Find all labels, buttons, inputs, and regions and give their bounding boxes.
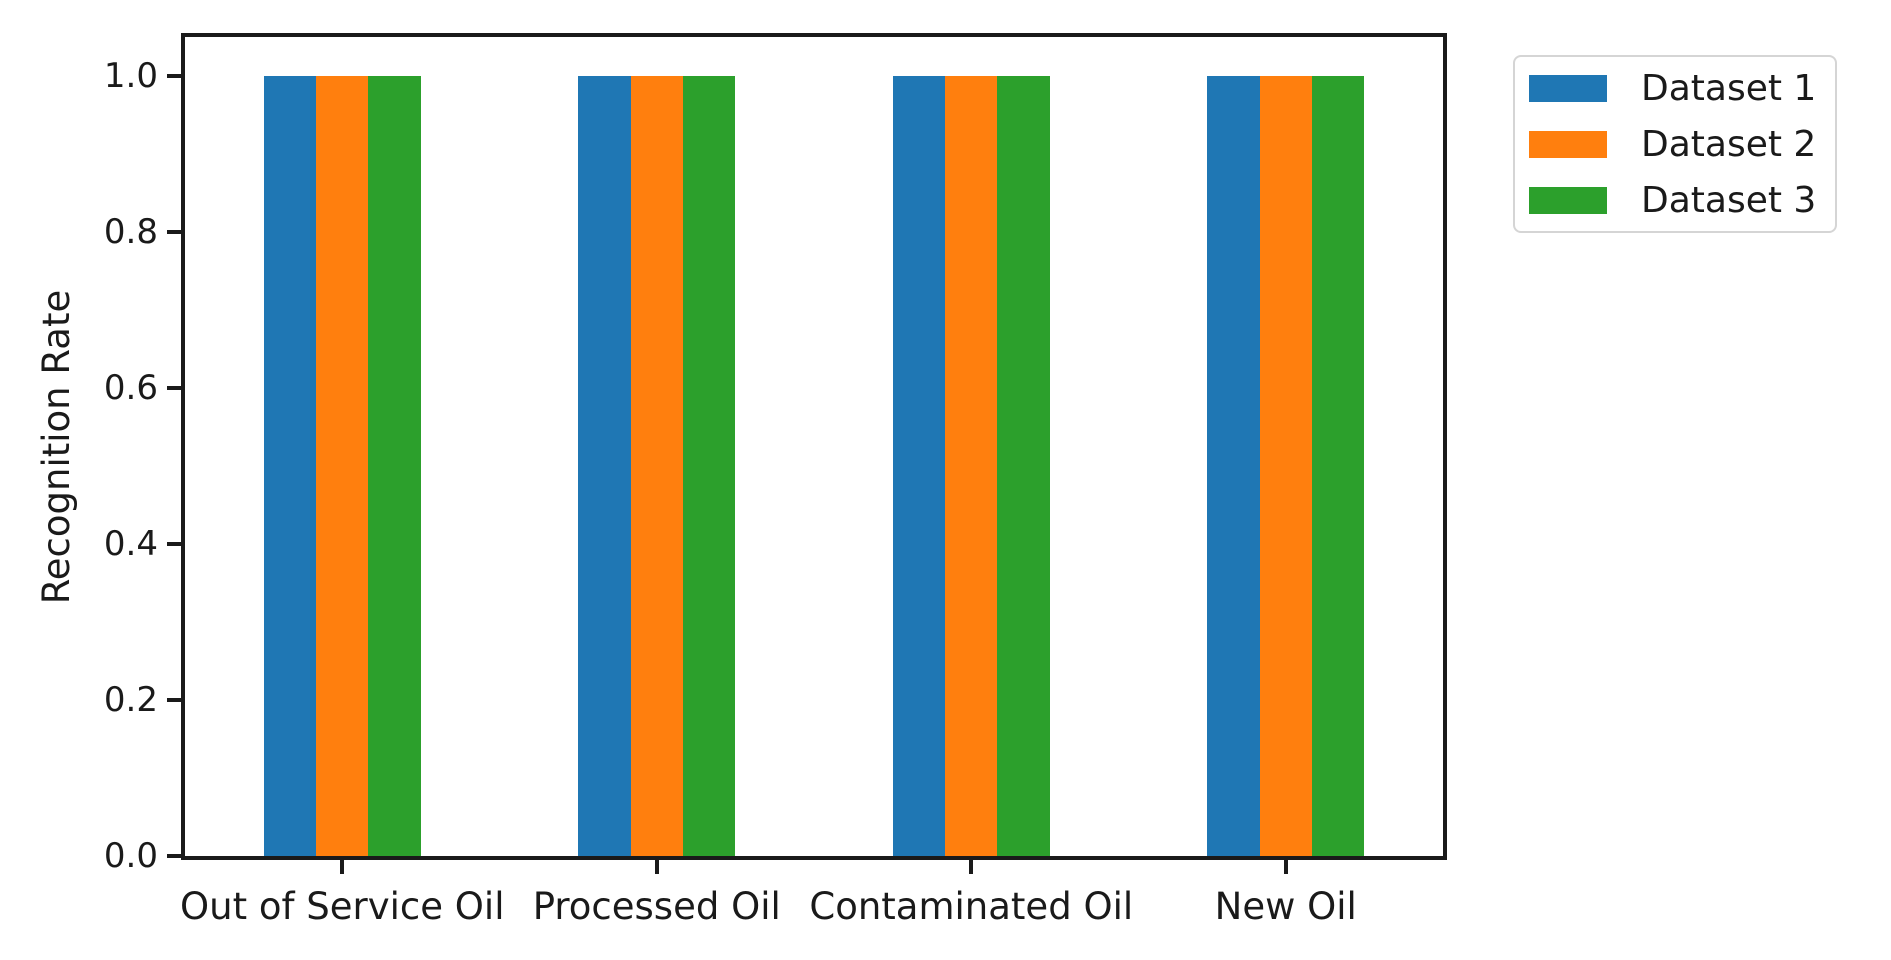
y-tick-label: 0.8 bbox=[103, 212, 158, 252]
bar-out-of-service-oil-series-2 bbox=[316, 76, 369, 856]
legend-row-2: Dataset 2 bbox=[1529, 123, 1835, 165]
x-tick-mark bbox=[969, 860, 974, 874]
legend-label: Dataset 3 bbox=[1641, 179, 1817, 221]
bar-processed-oil-series-1 bbox=[578, 76, 631, 856]
x-tick-label-new-oil: New Oil bbox=[1214, 885, 1357, 928]
y-tick-mark bbox=[167, 698, 181, 702]
y-tick-label: 0.0 bbox=[103, 836, 158, 876]
bar-new-oil-series-1 bbox=[1207, 76, 1260, 856]
legend-label: Dataset 2 bbox=[1641, 123, 1817, 165]
x-tick-label-out-of-service-oil: Out of Service Oil bbox=[180, 885, 505, 928]
y-tick-label: 0.6 bbox=[103, 368, 158, 408]
bar-contaminated-oil-series-3 bbox=[997, 76, 1050, 856]
y-tick-mark bbox=[167, 74, 181, 78]
y-tick-mark bbox=[167, 386, 181, 390]
legend: Dataset 1 Dataset 2 Dataset 3 bbox=[1513, 55, 1837, 233]
x-tick-label-contaminated-oil: Contaminated Oil bbox=[809, 885, 1134, 928]
x-tick-label-processed-oil: Processed Oil bbox=[532, 885, 781, 928]
bar-processed-oil-series-2 bbox=[630, 76, 683, 856]
bar-contaminated-oil-series-2 bbox=[945, 76, 998, 856]
bar-processed-oil-series-3 bbox=[682, 76, 736, 856]
plot-area bbox=[181, 33, 1447, 860]
bar-contaminated-oil-series-1 bbox=[892, 76, 946, 856]
y-tick-label: 0.2 bbox=[103, 680, 158, 720]
y-tick-mark bbox=[167, 854, 181, 858]
legend-swatch-icon bbox=[1529, 186, 1607, 214]
legend-swatch-icon bbox=[1529, 74, 1607, 102]
y-tick-label: 0.4 bbox=[103, 524, 158, 564]
legend-label: Dataset 1 bbox=[1641, 67, 1817, 109]
x-tick-mark bbox=[1283, 860, 1288, 874]
bar-out-of-service-oil-series-1 bbox=[263, 76, 317, 856]
y-tick-mark bbox=[167, 230, 181, 234]
bars-layer bbox=[185, 37, 1443, 856]
legend-row-3: Dataset 3 bbox=[1529, 179, 1835, 221]
x-tick-mark bbox=[340, 860, 345, 874]
bar-out-of-service-oil-series-3 bbox=[368, 76, 421, 856]
y-tick-mark bbox=[167, 542, 181, 546]
bar-new-oil-series-3 bbox=[1311, 76, 1365, 856]
y-tick-label: 1.0 bbox=[103, 56, 158, 96]
legend-row-1: Dataset 1 bbox=[1529, 67, 1835, 109]
x-tick-mark bbox=[654, 860, 659, 874]
legend-swatch-icon bbox=[1529, 130, 1607, 158]
bar-new-oil-series-2 bbox=[1259, 76, 1312, 856]
